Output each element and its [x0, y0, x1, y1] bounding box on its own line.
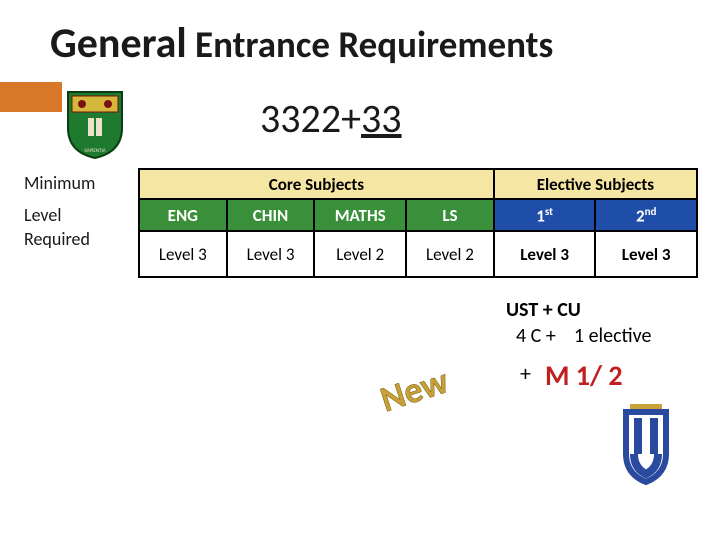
subj-second: 2nd	[595, 199, 697, 231]
subj-maths: MATHS	[314, 199, 406, 231]
note-4c-elective: 4 C + 1 elective	[516, 324, 651, 348]
svg-text:SAPIENTIA: SAPIENTIA	[84, 148, 105, 154]
val-maths: Level 2	[314, 231, 406, 277]
val-ls: Level 2	[406, 231, 494, 277]
formula-part2: 33	[361, 94, 402, 143]
subj-chin: CHIN	[227, 199, 315, 231]
title-rest: Entrance Requirements	[187, 22, 554, 67]
val-eng: Level 3	[139, 231, 227, 277]
table-header-row: Core Subjects Elective Subjects	[139, 169, 697, 199]
requirements-table: Core Subjects Elective Subjects ENG CHIN…	[138, 168, 698, 278]
val-second: Level 3	[595, 231, 697, 277]
subj-eng: ENG	[139, 199, 227, 231]
title-bold: General	[50, 18, 187, 69]
subj-first: 1st	[494, 199, 596, 231]
table-subject-row: ENG CHIN MATHS LS 1st 2nd	[139, 199, 697, 231]
secondary-uni-logo-icon	[612, 398, 680, 486]
label-minimum: Minimum	[24, 172, 95, 194]
note-plus: +	[520, 360, 531, 387]
label-level: Level	[24, 204, 61, 226]
note-m12: M 1/ 2	[545, 358, 623, 393]
table-values-row: Level 3 Level 3 Level 2 Level 2 Level 3 …	[139, 231, 697, 277]
formula-subtitle: 3322+33	[260, 94, 402, 143]
subj-ls: LS	[406, 199, 494, 231]
label-required: Required	[24, 228, 90, 250]
val-chin: Level 3	[227, 231, 315, 277]
university-crest-icon: SAPIENTIA	[64, 86, 126, 160]
val-first: Level 3	[494, 231, 596, 277]
header-elective: Elective Subjects	[494, 169, 697, 199]
formula-part1: 3322+	[260, 94, 361, 143]
slide-title: General Entrance Requirements	[50, 18, 553, 69]
note-ust-cu: UST + CU	[506, 298, 581, 322]
new-badge: New	[375, 358, 454, 421]
accent-bar	[0, 82, 62, 112]
header-core: Core Subjects	[139, 169, 494, 199]
